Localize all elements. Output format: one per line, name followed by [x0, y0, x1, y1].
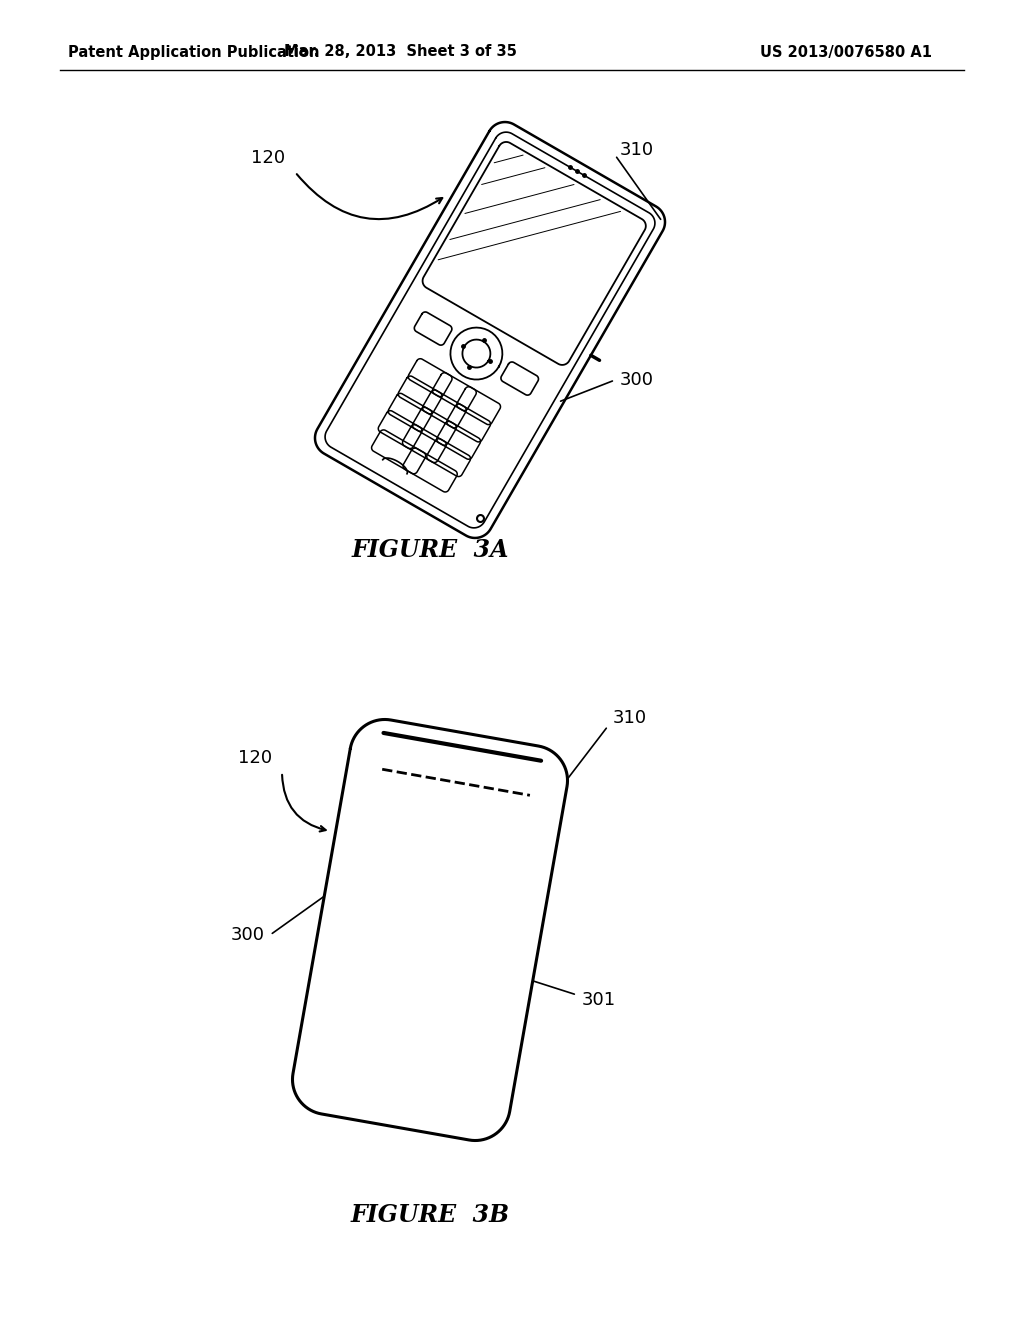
Polygon shape: [315, 121, 665, 539]
Text: FIGURE  3A: FIGURE 3A: [351, 539, 509, 562]
Polygon shape: [293, 719, 567, 1140]
Text: 300: 300: [231, 927, 265, 944]
Text: 310: 310: [620, 141, 654, 158]
Text: 301: 301: [582, 991, 616, 1008]
Text: 120: 120: [251, 149, 285, 168]
Text: Patent Application Publication: Patent Application Publication: [68, 45, 319, 59]
Text: 310: 310: [613, 709, 647, 727]
Text: 300: 300: [620, 371, 654, 389]
Text: US 2013/0076580 A1: US 2013/0076580 A1: [760, 45, 932, 59]
Text: 120: 120: [238, 748, 272, 767]
Text: FIGURE  3B: FIGURE 3B: [350, 1203, 510, 1228]
Text: Mar. 28, 2013  Sheet 3 of 35: Mar. 28, 2013 Sheet 3 of 35: [284, 45, 516, 59]
